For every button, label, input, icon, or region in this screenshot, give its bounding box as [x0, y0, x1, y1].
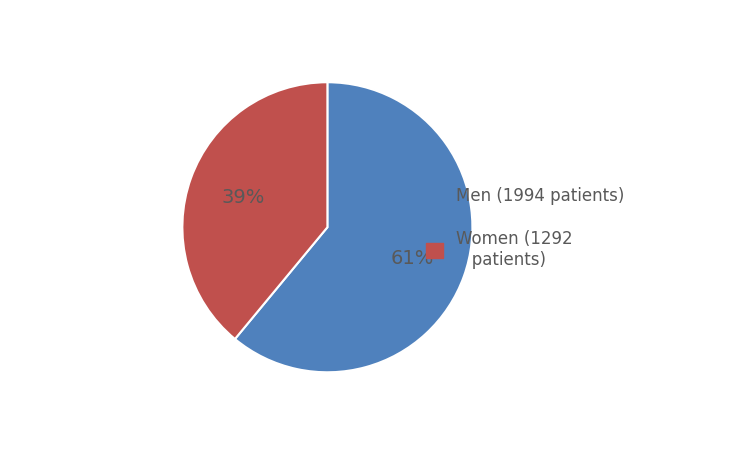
Wedge shape	[235, 83, 472, 373]
Text: 39%: 39%	[221, 188, 265, 207]
Legend: Men (1994 patients), Women (1292
   patients): Men (1994 patients), Women (1292 patient…	[417, 179, 632, 277]
Text: 61%: 61%	[390, 249, 434, 267]
Wedge shape	[183, 83, 327, 339]
